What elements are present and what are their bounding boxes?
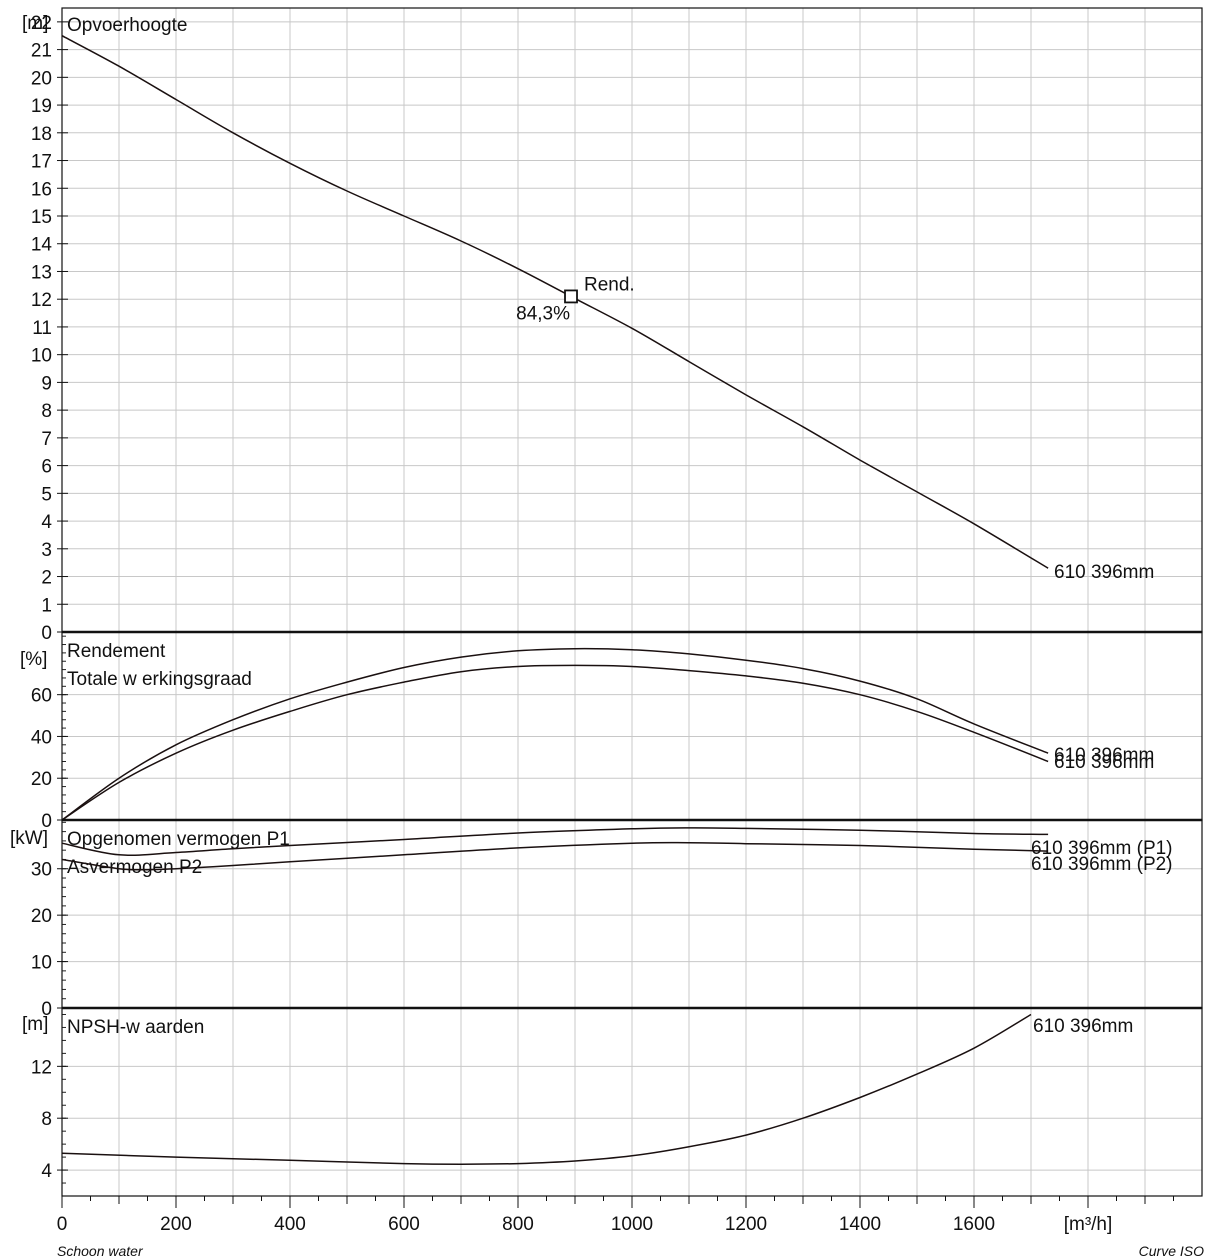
x-tick-label: 1600 [953,1214,995,1235]
x-unit-label: [m³/h] [1064,1214,1113,1235]
panel-title: NPSH-w aarden [67,1017,204,1038]
panel-title: Opgenomen vermogen P1 [67,829,290,850]
panel-title: Opvoerhoogte [67,15,187,36]
y-tick-label: 3 [41,540,52,561]
series-label: 610 396mm (P2) [1031,854,1173,875]
series-label: 610 396mm [1054,752,1154,773]
x-tick-label: 1000 [611,1214,653,1235]
y-tick-label: 6 [41,457,52,478]
series-label: 610 396mm [1054,745,1154,766]
series-line [61,35,1049,569]
y-tick-label: 20 [31,68,52,89]
y-tick-label: 21 [31,41,52,62]
panel-subtitle: Totale w erkingsgraad [67,669,252,690]
y-unit-label: [m] [22,1014,48,1035]
bep-label: Rend. [584,274,635,295]
y-tick-label: 13 [31,262,52,283]
panel-subtitle: Asvermogen P2 [67,857,202,878]
footer-right-label: Curve ISO [1139,1243,1204,1258]
panel-title: Rendement [67,641,166,662]
bep-marker [564,289,578,304]
series-line [61,664,1049,821]
y-tick-label: 10 [31,953,52,974]
series-label: 610 396mm [1033,1016,1133,1037]
footer-left-label: Schoon water [57,1243,144,1258]
y-unit-label: [m] [22,13,48,34]
y-unit-label: [%] [20,649,47,670]
y-unit-label: [kW] [10,828,48,849]
y-tick-label: 0 [41,623,52,644]
y-tick-label: 0 [41,999,52,1020]
y-tick-label: 14 [31,235,53,256]
bep-value: 84,3% [516,303,570,324]
y-tick-label: 15 [31,207,52,228]
y-tick-label: 17 [31,152,52,173]
x-tick-label: 0 [57,1214,68,1235]
series-label: 610 396mm [1054,562,1154,583]
series-line [61,827,1049,857]
panel-power: 0 10 20 30 [kW] Opgenomen vermogen P1 Asvermog… [10,818,1203,1020]
y-tick-label: 20 [31,769,52,790]
x-tick-label: 600 [388,1214,420,1235]
x-axis: 0 200 400 600 800 1000 1200 1400 1600 [m³/h] [57,1196,1174,1235]
x-tick-label: 400 [274,1214,306,1235]
y-tick-label: 16 [31,179,52,200]
y-tick-label: 5 [41,484,52,505]
series-line [61,1013,1032,1165]
y-tick-label: 1 [41,595,52,616]
series-line [61,841,1049,871]
x-tick-label: 200 [160,1214,192,1235]
y-tick-label: 20 [31,906,52,927]
y-tick-label: 10 [31,346,52,367]
y-tick-label: 7 [41,429,52,450]
y-tick-label: 8 [41,401,52,422]
y-tick-label: 12 [31,1057,52,1078]
series-line [61,647,1049,821]
y-tick-label: 60 [31,686,52,707]
y-tick-label: 19 [31,96,52,117]
series-label: 610 396mm (P1) [1031,838,1173,859]
x-tick-label: 800 [502,1214,534,1235]
y-tick-label: 30 [31,860,52,881]
y-tick-label: 2 [41,568,52,589]
y-tick-label: 11 [32,318,52,339]
y-tick-label: 22 [31,13,52,34]
panel-efficiency: 0 20 40 60 [%] Rendement Totale w erkingsgraad… [20,630,1203,832]
x-tick-label: 1400 [839,1214,881,1235]
panel-npsh: 4 8 12 [m] NPSH-w aarden 610 396mm [22,1006,1203,1197]
y-tick-label: 4 [41,512,52,533]
y-tick-label: 8 [41,1109,52,1130]
y-tick-label: 9 [41,373,52,394]
y-tick-label: 12 [31,290,52,311]
y-tick-label: 18 [31,124,52,145]
y-tick-label: 4 [41,1161,52,1182]
y-tick-label: 0 [41,811,52,832]
y-tick-label: 40 [31,727,52,748]
x-tick-label: 1200 [725,1214,767,1235]
